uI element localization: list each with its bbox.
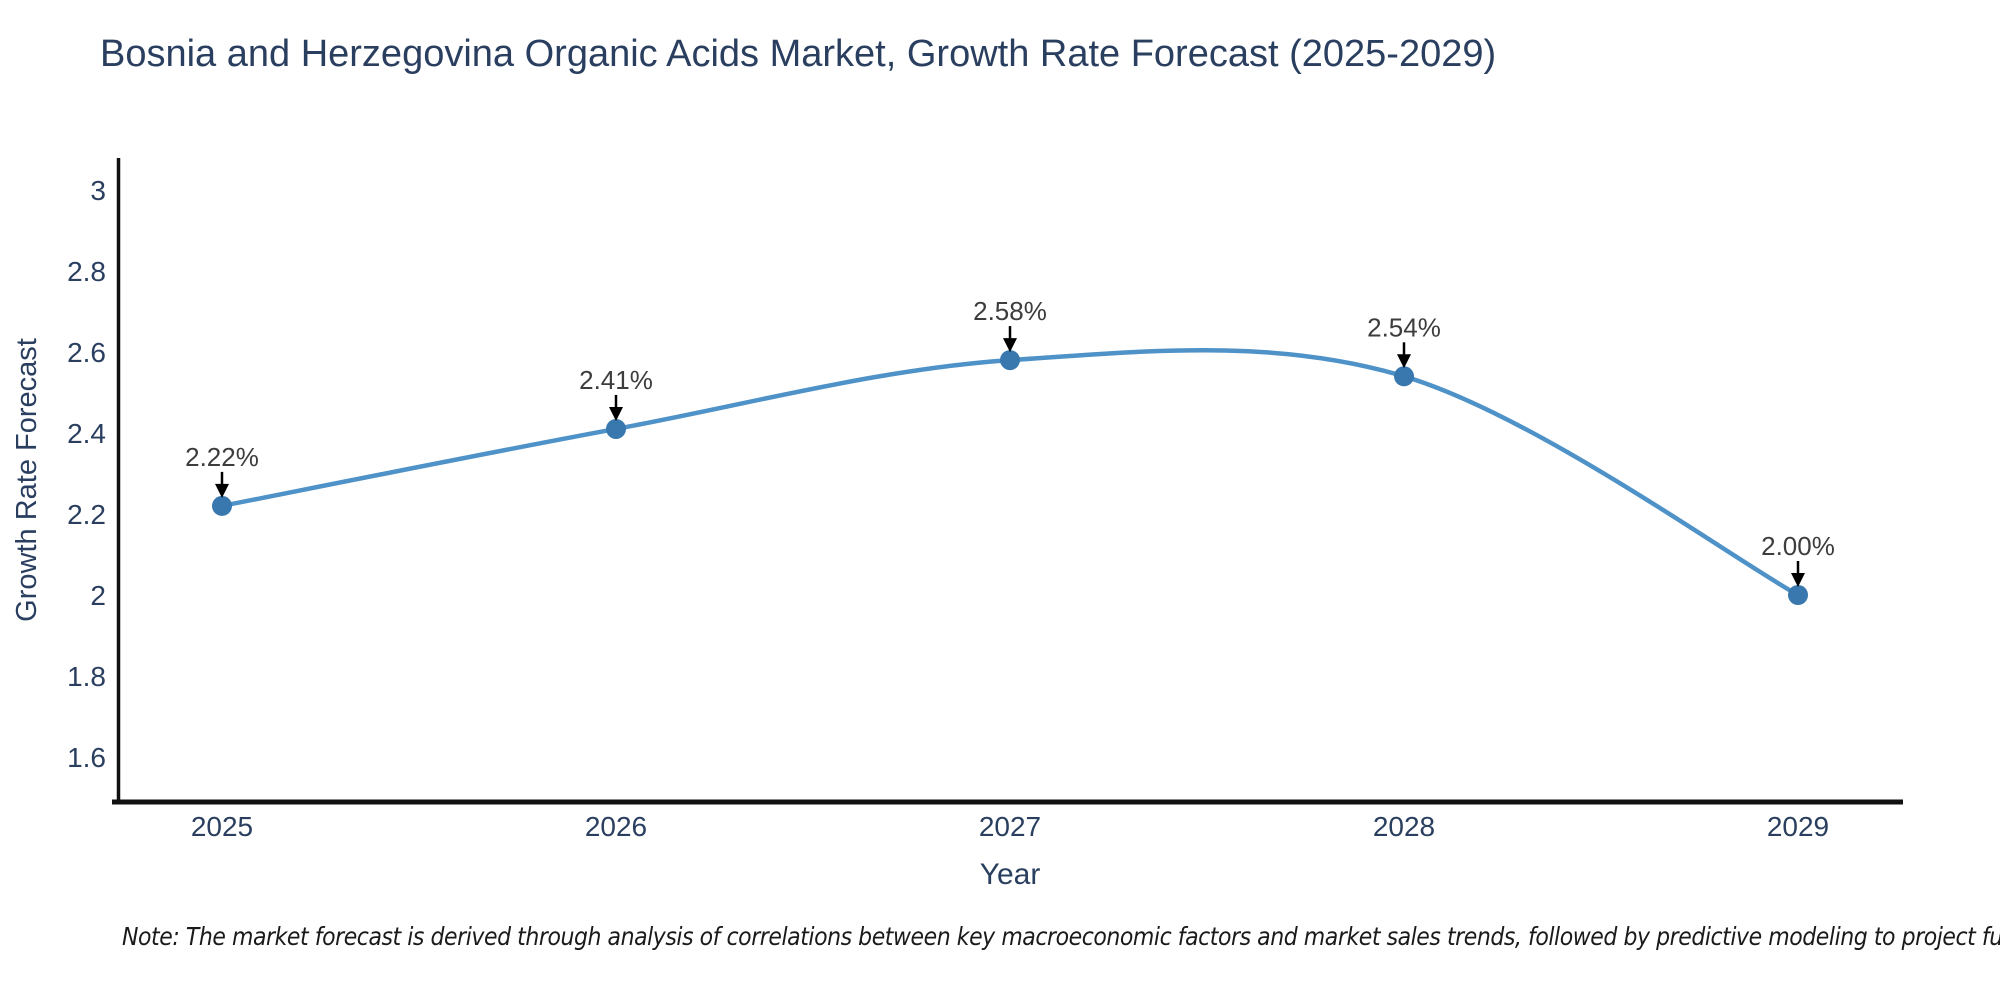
y-tick-label: 1.8 [67, 661, 106, 692]
data-point-marker[interactable] [1394, 366, 1414, 387]
annotation-arrowhead-icon [1791, 573, 1805, 587]
series-markers [212, 350, 1808, 605]
x-axis-title: Year [980, 858, 1041, 891]
chart-title: Bosnia and Herzegovina Organic Acids Mar… [100, 33, 1497, 75]
annotation-arrowhead-icon [609, 406, 623, 421]
y-tick-labels: 1.6 1.8 2 2.2 2.4 2.6 2.8 3 [67, 175, 106, 773]
annotation-arrowhead-icon [1003, 338, 1017, 353]
data-point-marker[interactable] [212, 495, 232, 516]
point-value-label: 2.54% [1367, 312, 1441, 342]
y-tick-label: 2.6 [67, 337, 106, 368]
footnote: Note: The market forecast is derived thr… [122, 922, 2000, 951]
series-line [219, 347, 1801, 598]
y-tick-label: 2 [90, 580, 106, 611]
point-annotations: 2.22% 2.41% 2.58% 2.54% 2.00% [185, 296, 1835, 587]
x-tick-labels: 2025 2026 2027 2028 2029 [191, 811, 1829, 842]
data-point-marker[interactable] [606, 418, 626, 439]
x-tick-label: 2029 [1767, 811, 1829, 842]
point-value-label: 2.41% [579, 365, 653, 395]
annotation-arrowhead-icon [215, 483, 229, 498]
x-tick-label: 2025 [191, 811, 253, 842]
x-tick-label: 2026 [585, 811, 647, 842]
x-tick-label: 2028 [1373, 811, 1435, 842]
data-point-marker[interactable] [1000, 350, 1020, 371]
y-axis-title: Growth Rate Forecast [11, 338, 43, 622]
data-point-marker[interactable] [1788, 585, 1808, 605]
y-tick-label: 2.4 [67, 418, 106, 449]
y-tick-label: 2.2 [67, 499, 106, 530]
x-tick-label: 2027 [979, 811, 1041, 842]
point-value-label: 2.22% [185, 442, 259, 472]
point-value-label: 2.58% [973, 296, 1047, 326]
y-tick-label: 3 [90, 175, 106, 206]
y-tick-label: 1.6 [67, 742, 106, 773]
point-value-label: 2.00% [1761, 531, 1835, 561]
y-tick-label: 2.8 [67, 256, 106, 287]
annotation-arrowhead-icon [1397, 354, 1411, 369]
